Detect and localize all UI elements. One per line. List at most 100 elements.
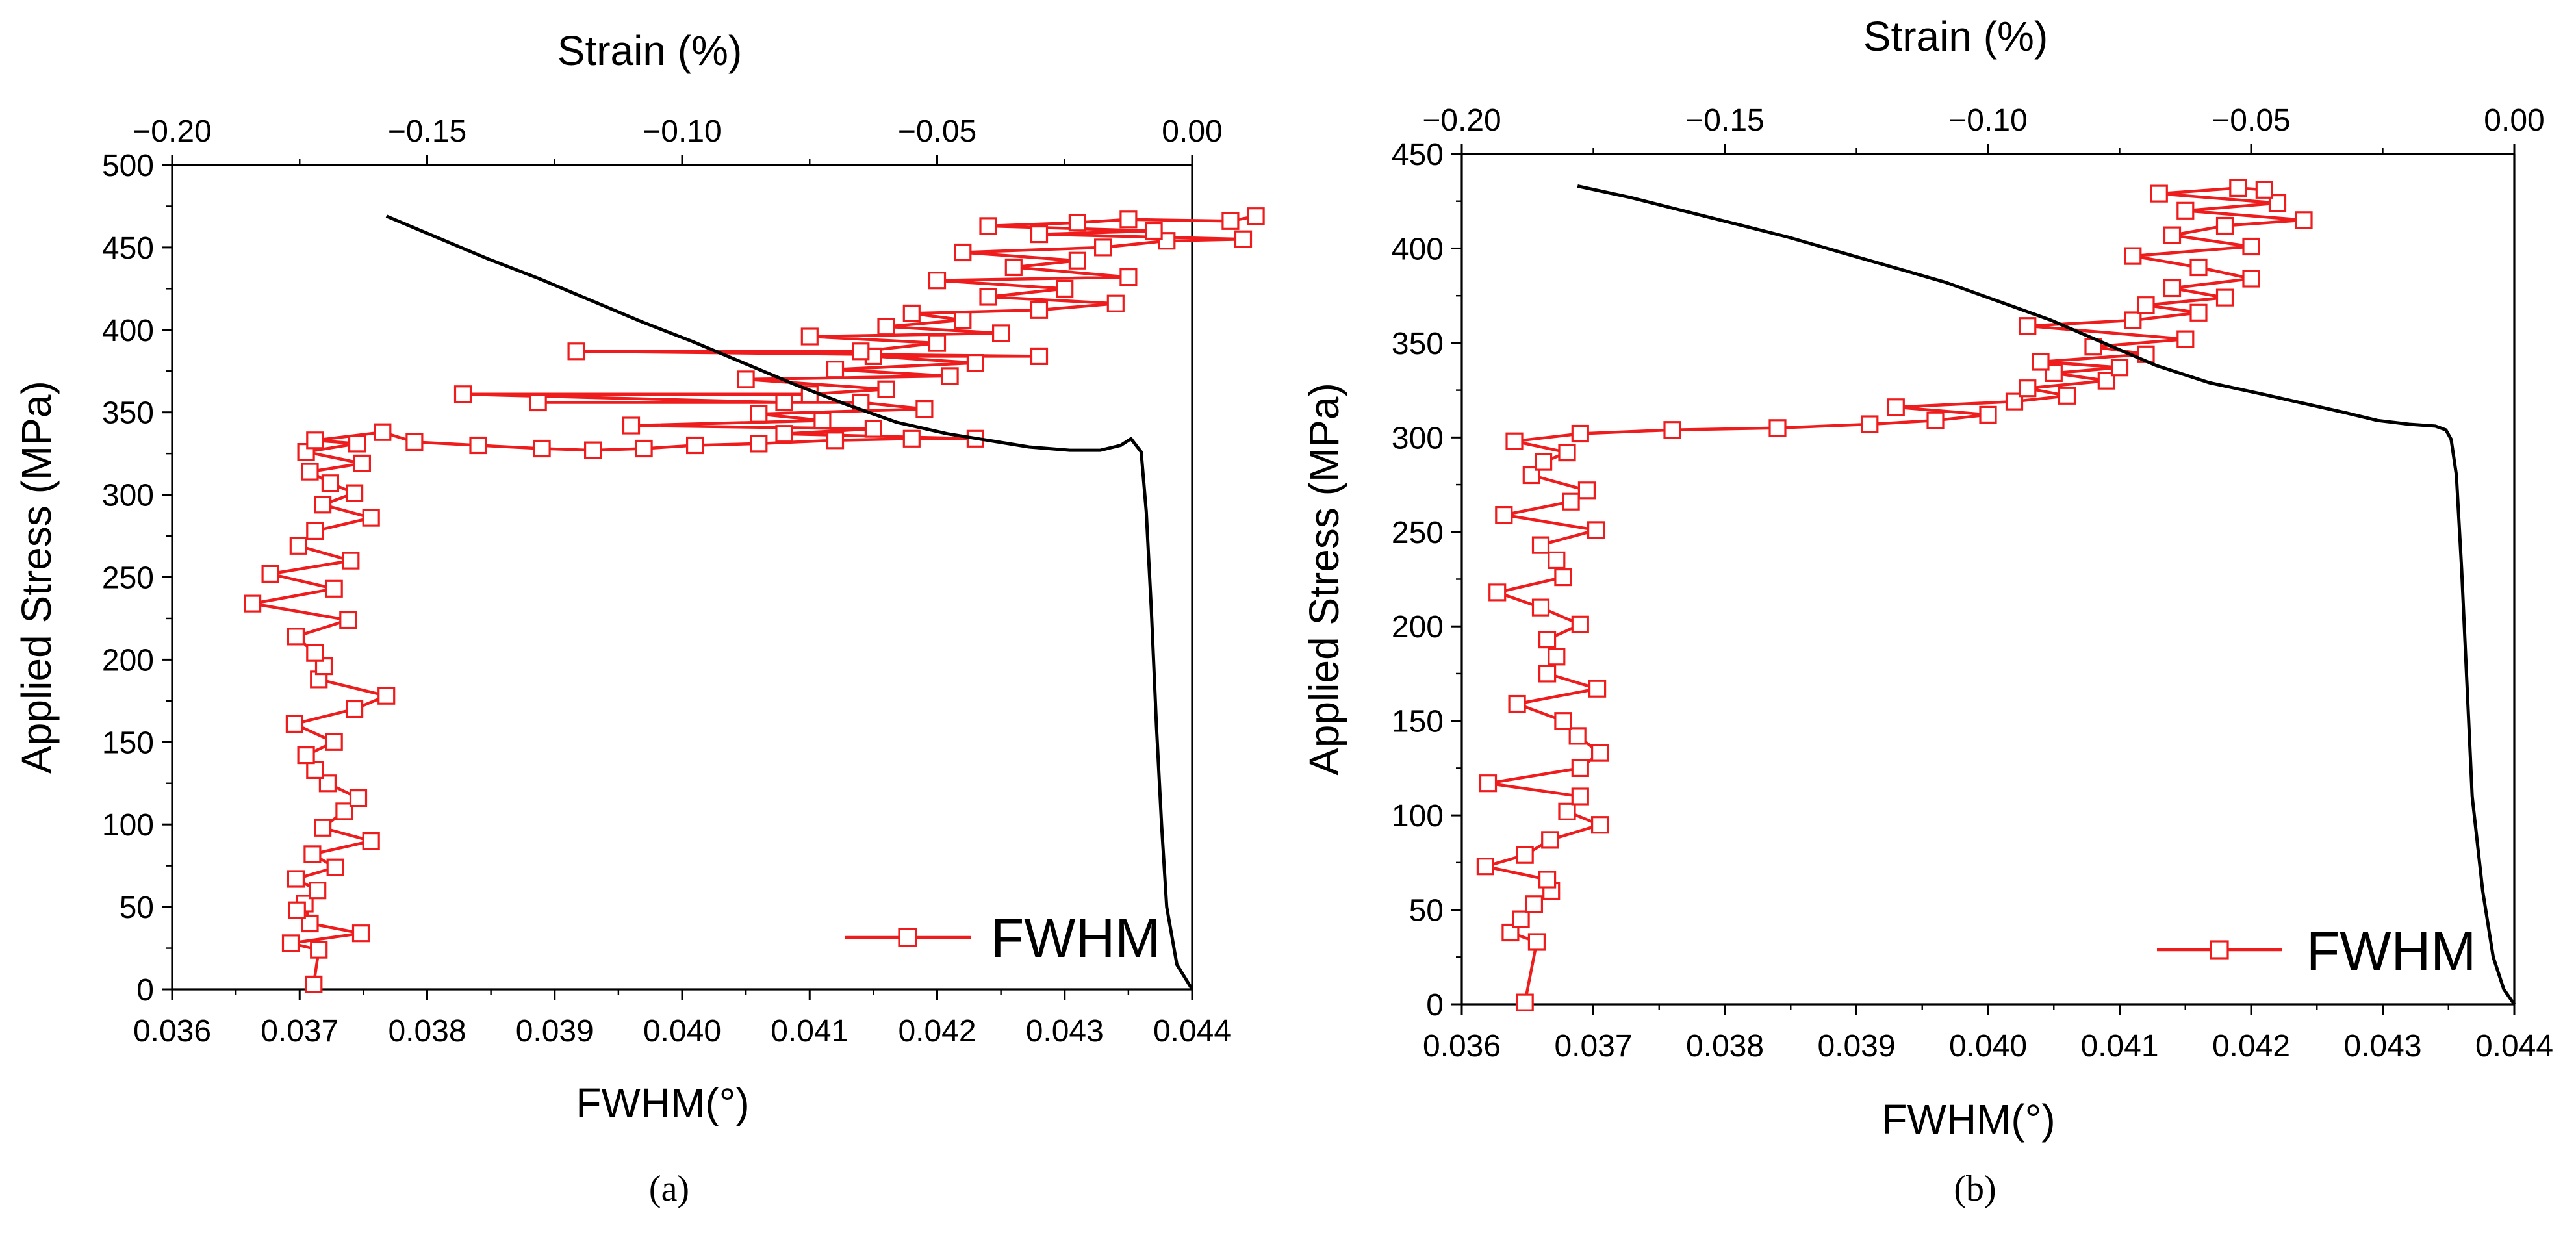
fwhm-data-point [1571, 787, 1589, 806]
fwhm-data-point [1577, 481, 1596, 500]
fwhm-data-point [306, 522, 324, 540]
fwhm-data-point [775, 425, 793, 443]
fwhm-data-point [288, 901, 306, 919]
fwhm-data-point [353, 454, 372, 473]
strain-curve-line [1577, 184, 2516, 1006]
y-tick-label: 400 [102, 314, 154, 348]
fwhm-data-point [301, 463, 319, 481]
fwhm-data-point [2150, 184, 2168, 203]
fwhm-data-point [1479, 774, 1498, 793]
fwhm-data-point [1030, 301, 1049, 319]
y-tick-label: 200 [102, 643, 154, 678]
fwhm-data-point [1558, 443, 1576, 462]
x-axis-title: FWHM(°) [576, 1080, 749, 1126]
y-tick-label: 400 [1392, 232, 1444, 266]
fwhm-data-point [469, 436, 487, 455]
fwhm-data-point [622, 416, 641, 435]
y-tick-label: 500 [102, 149, 154, 183]
fwhm-data-point [2176, 330, 2195, 348]
fwhm-data-point [2295, 211, 2313, 229]
fwhm-series-line [1484, 186, 2306, 1003]
fwhm-data-point [2163, 279, 2182, 298]
fwhm-data-point [1538, 871, 1557, 889]
fwhm-data-point [1861, 415, 1879, 433]
fwhm-data-point [1145, 222, 1163, 240]
fwhm-data-point [928, 272, 947, 290]
fwhm-data-point [864, 420, 883, 438]
fwhm-data-point [529, 393, 547, 412]
fwhm-data-point [1247, 207, 1265, 225]
fwhm-data-point [1538, 665, 1557, 683]
fwhm-data-point [1495, 505, 1513, 524]
fwhm-data-point [405, 433, 424, 451]
fwhm-data-point [902, 304, 921, 322]
fwhm-data-point [321, 474, 339, 492]
fwhm-data-point [1505, 432, 1524, 450]
x-tick-label: 0.041 [771, 1014, 848, 1049]
fwhm-data-point [1531, 598, 1550, 616]
fwhm-data-point [362, 509, 380, 527]
fwhm-data-point [1093, 238, 1112, 257]
fwhm-data-point [349, 789, 368, 807]
x-tick-label: 0.039 [516, 1014, 594, 1049]
fwhm-data-point [877, 380, 895, 398]
top-x-tick-label: −0.20 [1422, 103, 1501, 138]
fwhm-data-point [1488, 583, 1507, 602]
fwhm-data-point [750, 405, 768, 423]
top-x-tick-label: 0.00 [1162, 114, 1222, 149]
fwhm-data-point [750, 435, 768, 453]
fwhm-data-point [1979, 405, 1997, 424]
x-tick-label: 0.036 [133, 1014, 211, 1049]
x-axis-title: FWHM(°) [1881, 1096, 2055, 1143]
fwhm-data-point [1548, 648, 1566, 666]
fwhm-data-point [314, 819, 332, 837]
fwhm-data-point [1554, 712, 1572, 730]
fwhm-data-point [261, 565, 279, 583]
fwhm-data-point [303, 845, 322, 863]
fwhm-data-point [1548, 551, 1566, 570]
fwhm-data-point [1768, 419, 1787, 437]
fwhm-data-point [826, 361, 845, 379]
fwhm-data-point [2124, 247, 2142, 265]
y-tick-label: 350 [102, 396, 154, 431]
x-tick-label: 0.037 [261, 1014, 338, 1049]
fwhm-data-point [1004, 258, 1023, 276]
fwhm-data-point [2189, 303, 2208, 322]
fwhm-data-point [979, 288, 997, 306]
y-tick-label: 0 [136, 973, 154, 1008]
fwhm-data-point [2097, 372, 2115, 390]
y-tick-label: 100 [1392, 799, 1444, 833]
fwhm-data-point [306, 431, 324, 450]
fwhm-data-point [954, 243, 972, 262]
fwhm-data-point [902, 429, 921, 448]
fwhm-data-point [362, 832, 380, 850]
fwhm-data-point [1663, 421, 1681, 439]
panel-label: (a) [649, 1169, 689, 1209]
fwhm-data-point [2242, 270, 2260, 288]
fwhm-data-point [2045, 364, 2063, 383]
panel-label: (b) [1954, 1169, 1996, 1209]
x-tick-label: 0.040 [1949, 1029, 2027, 1063]
top-x-tick-label: −0.15 [388, 114, 466, 149]
fwhm-data-point [314, 496, 332, 514]
fwhm-data-point [1234, 230, 1253, 248]
x-tick-label: 0.044 [2475, 1029, 2553, 1063]
y-tick-label: 250 [1392, 516, 1444, 550]
x-tick-label: 0.043 [1026, 1014, 1104, 1049]
fwhm-data-point [826, 431, 845, 450]
fwhm-data-point [2137, 296, 2155, 314]
fwhm-data-point [2110, 359, 2129, 377]
fwhm-data-point [345, 700, 364, 718]
fwhm-data-point [1527, 933, 1546, 951]
x-tick-label: 0.040 [643, 1014, 721, 1049]
top-x-tick-label: 0.00 [2484, 103, 2544, 138]
fwhm-data-point [326, 858, 344, 876]
fwhm-data-point [309, 882, 327, 900]
top-x-axis-title: Strain (%) [557, 27, 743, 74]
fwhm-data-point [281, 934, 300, 952]
top-x-tick-label: −0.20 [133, 114, 211, 149]
fwhm-data-point [2019, 317, 2037, 335]
fwhm-data-point [2189, 258, 2208, 277]
x-tick-label: 0.041 [2080, 1029, 2158, 1063]
y-tick-label: 450 [1392, 138, 1444, 172]
